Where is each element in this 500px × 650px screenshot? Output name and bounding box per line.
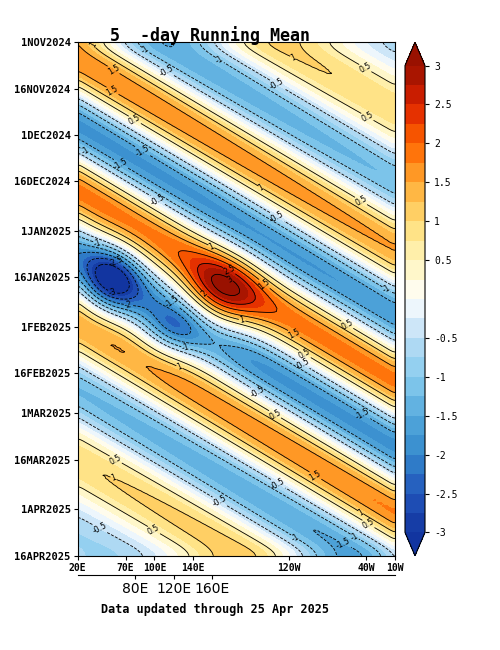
Text: 1.5: 1.5: [106, 63, 121, 77]
PathPatch shape: [405, 532, 425, 556]
Text: 0.5: 0.5: [268, 408, 282, 421]
Text: 1: 1: [110, 473, 118, 483]
Text: 0.5: 0.5: [358, 61, 373, 75]
Text: Data updated through 25 Apr 2025: Data updated through 25 Apr 2025: [101, 603, 329, 616]
Text: -1: -1: [290, 532, 300, 543]
Text: -0.5: -0.5: [211, 494, 228, 509]
Text: 1.5: 1.5: [286, 327, 302, 341]
Text: -1: -1: [92, 238, 102, 248]
Text: -0.5: -0.5: [91, 521, 108, 536]
Text: -0.5: -0.5: [294, 356, 311, 372]
Text: 0.5: 0.5: [108, 452, 123, 467]
Text: -1.5: -1.5: [164, 294, 180, 310]
Text: -1: -1: [349, 531, 360, 542]
Text: 1: 1: [176, 362, 184, 372]
Text: 0.5: 0.5: [360, 110, 375, 124]
Text: -2.5: -2.5: [107, 255, 124, 269]
Text: -1: -1: [80, 145, 92, 157]
Text: 5  -day Running Mean: 5 -day Running Mean: [110, 26, 310, 45]
Text: -1.5: -1.5: [134, 143, 151, 159]
Text: 2.5: 2.5: [222, 264, 237, 278]
Text: -3: -3: [108, 287, 118, 298]
Text: 0.5: 0.5: [297, 347, 312, 361]
Text: -1: -1: [381, 283, 392, 295]
Text: 0.5: 0.5: [146, 523, 162, 537]
Text: 1.5: 1.5: [257, 277, 272, 291]
Text: 0.5: 0.5: [361, 517, 376, 531]
Text: 3: 3: [226, 274, 235, 284]
Text: -2: -2: [124, 300, 133, 310]
Text: 1: 1: [289, 53, 297, 63]
Text: -1.5: -1.5: [335, 536, 352, 551]
Text: 0.5: 0.5: [128, 113, 142, 127]
Text: 1: 1: [257, 183, 266, 193]
Text: 0.5: 0.5: [354, 194, 368, 208]
Text: -1: -1: [214, 54, 226, 66]
Text: -1: -1: [181, 343, 190, 354]
PathPatch shape: [405, 42, 425, 66]
Text: -1: -1: [140, 44, 151, 56]
Text: 1: 1: [238, 315, 246, 325]
Text: -0.5: -0.5: [268, 77, 286, 92]
Text: -0.5: -0.5: [270, 476, 287, 491]
Text: -1.5: -1.5: [354, 407, 372, 422]
Text: -0.5: -0.5: [149, 192, 166, 208]
Text: 1: 1: [356, 508, 366, 517]
Text: -1.5: -1.5: [112, 156, 130, 172]
Text: -0.5: -0.5: [158, 64, 176, 79]
Text: 1: 1: [207, 241, 216, 252]
Text: 1.5: 1.5: [105, 84, 120, 98]
Text: 2: 2: [200, 289, 210, 298]
Text: -0.5: -0.5: [268, 209, 286, 225]
Text: 1.5: 1.5: [308, 469, 323, 482]
Text: -0.5: -0.5: [250, 384, 266, 400]
Text: 1: 1: [88, 40, 99, 49]
Text: 0.5: 0.5: [340, 318, 354, 332]
